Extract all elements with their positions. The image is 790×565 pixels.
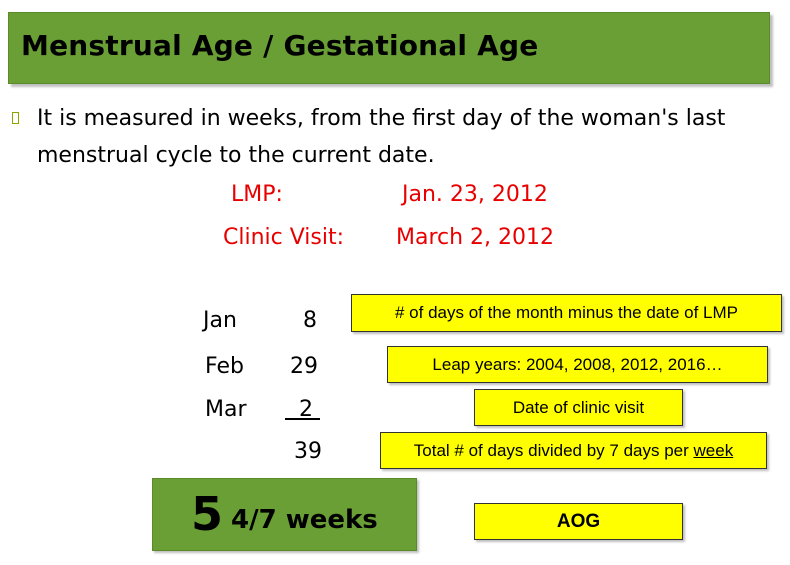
- note-feb: Leap years: 2004, 2008, 2012, 2016…: [387, 346, 768, 383]
- result-whole-weeks: 5: [191, 487, 224, 541]
- result-fraction: 4/7 weeks: [231, 505, 378, 535]
- days-total: 39: [294, 439, 322, 464]
- clinic-visit-value: March 2, 2012: [396, 225, 555, 250]
- note-total: Total # of days divided by 7 days per we…: [380, 432, 767, 469]
- note-total-emph: week: [693, 440, 734, 460]
- note-mar: Date of clinic visit: [474, 389, 683, 426]
- lmp-label: LMP:: [231, 182, 283, 207]
- days-feb: 29: [290, 354, 318, 379]
- slide-title: Menstrual Age / Gestational Age: [21, 29, 539, 62]
- month-mar: Mar: [205, 397, 247, 422]
- days-jan: 8: [303, 308, 317, 333]
- clinic-visit-label: Clinic Visit:: [223, 225, 345, 250]
- result-box: 5 4/7 weeks: [152, 478, 417, 551]
- note-jan: # of days of the month minus the date of…: [351, 294, 782, 332]
- note-total-text: Total # of days divided by 7 days per: [413, 440, 689, 460]
- aog-label: AOG: [474, 503, 683, 540]
- lmp-value: Jan. 23, 2012: [402, 182, 548, 207]
- bullet-icon: [12, 112, 19, 124]
- month-feb: Feb: [205, 354, 244, 379]
- days-mar: 2: [285, 397, 320, 422]
- days-mar-value: 2: [299, 397, 313, 422]
- title-bar: Menstrual Age / Gestational Age: [8, 12, 770, 84]
- bullet-text: It is measured in weeks, from the first …: [37, 106, 726, 168]
- month-jan: Jan: [203, 308, 237, 333]
